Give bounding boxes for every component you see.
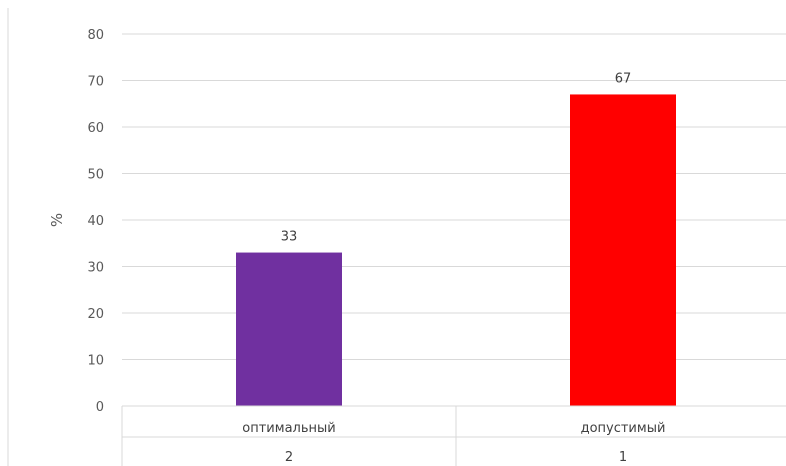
gridlines: [122, 33, 786, 360]
y-tick-label: 80: [87, 28, 104, 43]
category-axis-table: оптимальный 2 допустимый 1: [121, 405, 786, 466]
bar: [570, 94, 676, 406]
y-axis-title: %: [48, 213, 66, 227]
category-code-label: 1: [619, 450, 627, 465]
y-tick-labels: 0 10 20 30 40 50 60 70 80: [87, 28, 104, 415]
y-tick-label: 30: [87, 261, 104, 276]
y-tick-label: 10: [87, 354, 104, 369]
y-tick-label: 70: [87, 75, 104, 90]
data-label: 33: [281, 230, 298, 245]
y-tick-label: 50: [87, 168, 104, 183]
y-tick-label: 40: [87, 214, 104, 229]
y-tick-label: 20: [87, 307, 104, 322]
y-tick-label: 60: [87, 121, 104, 136]
data-label: 67: [615, 71, 632, 86]
y-tick-label: 0: [96, 400, 104, 415]
bar: [236, 252, 342, 406]
bars: [236, 94, 676, 406]
data-labels: 33 67: [281, 71, 632, 244]
category-label: допустимый: [581, 421, 666, 436]
category-code-label: 2: [285, 450, 293, 465]
category-label: оптимальный: [242, 421, 335, 436]
